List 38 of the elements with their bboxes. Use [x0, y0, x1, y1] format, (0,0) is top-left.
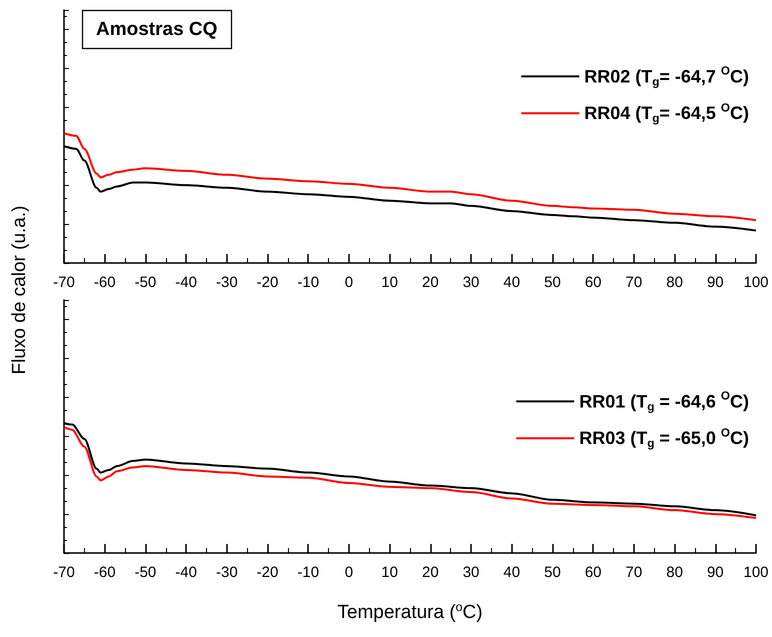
x-tick-label: -50 — [134, 564, 156, 581]
x-tick-label: 100 — [743, 564, 769, 581]
x-tick-label: 30 — [462, 274, 480, 291]
x-tick-label: -40 — [175, 274, 197, 291]
chart-title: Amostras CQ — [96, 19, 218, 40]
x-tick-label: 90 — [706, 564, 724, 581]
x-tick-label: 30 — [462, 564, 480, 581]
x-tick-label: 60 — [584, 564, 602, 581]
x-tick-label: -60 — [94, 564, 116, 581]
x-tick-label: -70 — [53, 564, 75, 581]
y-axis-title: Fluxo de calor (u.a.) — [9, 206, 31, 374]
x-tick-label: -50 — [134, 274, 156, 291]
x-tick-label: 70 — [626, 274, 642, 291]
x-tick-label: -60 — [94, 274, 116, 291]
x-tick-label: -30 — [216, 564, 238, 581]
x-tick-label: 40 — [503, 274, 520, 291]
x-tick-label: -20 — [256, 274, 278, 291]
x-tick-label: 60 — [584, 274, 602, 291]
x-tick-label: 20 — [422, 564, 439, 581]
x-tick-label: 100 — [743, 274, 769, 291]
x-tick-label: 80 — [666, 564, 683, 581]
x-tick-label: 20 — [422, 274, 439, 291]
x-tick-label: 90 — [706, 274, 724, 291]
x-tick-label: -10 — [297, 564, 320, 581]
x-tick-label: -70 — [53, 274, 75, 291]
x-tick-label: -20 — [256, 564, 278, 581]
x-tick-label: -10 — [297, 274, 320, 291]
x-tick-label: 10 — [381, 564, 398, 581]
x-tick-label: 80 — [666, 274, 683, 291]
x-tick-label: 50 — [544, 274, 561, 291]
x-tick-label: 10 — [381, 274, 398, 291]
x-tick-label: 0 — [344, 564, 354, 581]
x-tick-label: 0 — [344, 274, 354, 291]
x-tick-label: 50 — [544, 564, 561, 581]
x-tick-label: 70 — [626, 564, 642, 581]
x-tick-label: -30 — [216, 274, 238, 291]
x-tick-label: -40 — [175, 564, 197, 581]
x-tick-label: 40 — [503, 564, 520, 581]
